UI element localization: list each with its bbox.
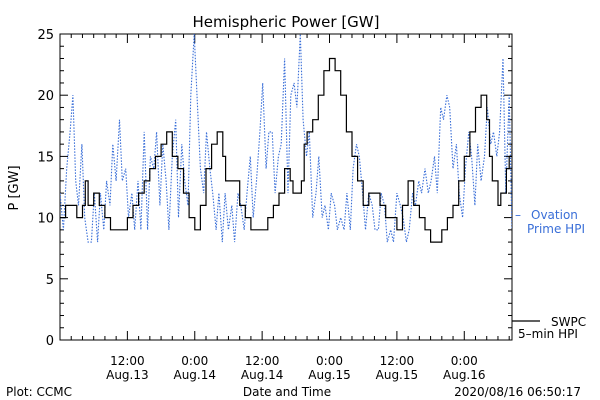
- x-tick-label-time: 0:00: [181, 354, 208, 368]
- x-tick-label-time: 12:00: [245, 354, 280, 368]
- plot-timestamp: 2020/08/16 06:50:17: [454, 385, 581, 399]
- x-tick-label-date: Aug.14: [241, 368, 284, 382]
- y-tick-label: 10: [37, 212, 54, 227]
- x-tick-label-date: Aug.15: [308, 368, 351, 382]
- x-tick-label-time: 12:00: [110, 354, 145, 368]
- series-ovation-prime-line: [60, 34, 512, 243]
- chart-marks: 051015202512:00Aug.130:00Aug.1412:00Aug.…: [37, 28, 586, 382]
- plot-frame: [59, 33, 513, 341]
- x-tick-label-time: 0:00: [451, 354, 478, 368]
- legend-swpc-label-2: 5–min HPI: [518, 327, 578, 341]
- y-tick-label: 20: [37, 89, 54, 104]
- y-tick-label: 25: [37, 28, 54, 43]
- y-axis-label: P [GW]: [7, 165, 22, 210]
- legend-ovation-label-2: Prime HPI: [527, 222, 585, 236]
- y-tick-label: 0: [46, 334, 54, 349]
- legend-swpc-label-1: SWPC: [551, 315, 586, 329]
- legend-ovation-label-1: Ovation: [531, 208, 578, 222]
- y-tick-label: 15: [37, 150, 54, 165]
- x-tick-label-date: Aug.15: [376, 368, 419, 382]
- y-tick-label: 5: [46, 273, 54, 288]
- x-tick-label-date: Aug.13: [106, 368, 149, 382]
- x-tick-label-time: 12:00: [380, 354, 415, 368]
- plot-credit: Plot: CCMC: [6, 385, 72, 399]
- x-axis-label: Date and Time: [243, 385, 331, 399]
- x-tick-label-date: Aug.16: [443, 368, 486, 382]
- series-swpc-line: [60, 57, 512, 243]
- legend-ovation-dash: –: [515, 208, 521, 222]
- x-tick-label-time: 0:00: [316, 354, 343, 368]
- x-tick-label-date: Aug.14: [173, 368, 216, 382]
- chart-title: Hemispheric Power [GW]: [193, 13, 380, 31]
